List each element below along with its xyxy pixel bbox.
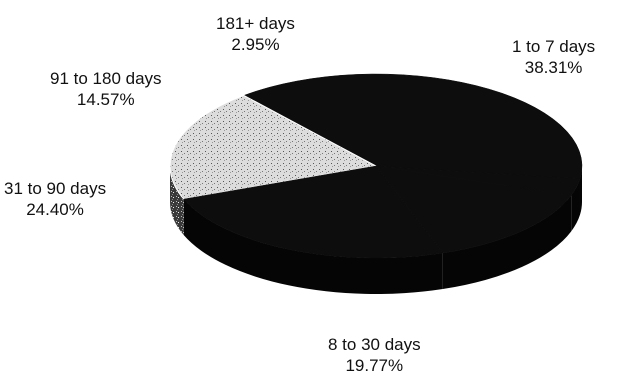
pie-side-181-plus-days	[571, 178, 580, 232]
slice-percent-31-to-90-days: 24.40%	[26, 200, 84, 219]
pie-slice-181-plus-days	[375, 165, 581, 196]
pie-slice-91-to-180-days	[375, 165, 572, 254]
label-1-to-7-days: 1 to 7 days 38.31%	[512, 36, 595, 78]
pie-slice-31-to-90-days	[183, 165, 444, 259]
slice-label-181-plus-days: 181+ days	[216, 14, 295, 33]
pie-slice-1-to-7-days	[243, 73, 583, 180]
slice-label-8-to-30-days: 8 to 30 days	[328, 335, 421, 354]
pie-side-31-to-90-days	[183, 199, 443, 294]
slice-percent-8-to-30-days: 19.77%	[345, 356, 404, 375]
slice-percent-1-to-7-days: 38.31%	[524, 58, 583, 77]
pie-slice-8-to-30-days	[169, 94, 378, 200]
label-181-plus-days: 181+ days 2.95%	[216, 13, 295, 55]
slice-label-91-to-180-days: 91 to 180 days	[50, 69, 162, 88]
label-91-to-180-days: 91 to 180 days 14.57%	[50, 68, 162, 110]
slice-percent-181-plus-days: 2.95%	[231, 35, 280, 54]
label-8-to-30-days: 8 to 30 days 19.77%	[328, 334, 421, 376]
slice-percent-91-to-180-days: 14.57%	[76, 90, 135, 109]
label-31-to-90-days: 31 to 90 days 24.40%	[4, 178, 106, 220]
pie-side-1-to-7-days	[579, 166, 582, 215]
pie-side-91-to-180-days	[442, 195, 572, 290]
slice-label-31-to-90-days: 31 to 90 days	[4, 179, 107, 198]
slice-label-1-to-7-days: 1 to 7 days	[512, 37, 596, 56]
